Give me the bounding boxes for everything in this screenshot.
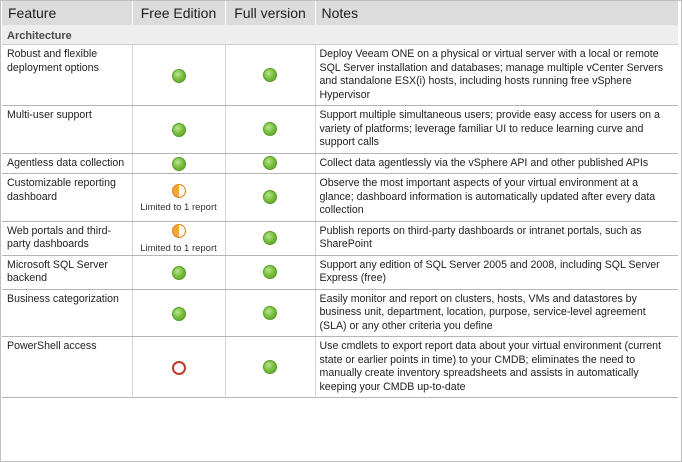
feature-name: PowerShell access	[2, 336, 132, 398]
full-support-icon	[263, 122, 277, 137]
full-support-icon	[263, 230, 277, 245]
free-edition-cell: Limited to 1 report	[131, 221, 225, 256]
feature-name: Customizable reporting dashboard	[2, 173, 132, 222]
table-row: Web portals and third-party dashboards Li…	[2, 221, 678, 256]
feature-notes: Publish reports on third-party dashboard…	[314, 221, 678, 256]
table-header: Feature Free Edition Full version Notes	[2, 1, 679, 25]
free-edition-cell	[131, 255, 225, 290]
header-notes: Notes	[315, 1, 679, 25]
free-limit-note: Limited to 1 report	[140, 242, 217, 254]
section-title: Architecture	[2, 25, 678, 45]
free-edition-cell	[131, 336, 225, 398]
feature-name: Business categorization	[2, 289, 132, 337]
feature-name: Microsoft SQL Server backend	[2, 255, 132, 290]
header-feature: Feature	[2, 1, 133, 25]
free-edition-cell	[131, 289, 225, 337]
feature-name: Agentless data collection	[2, 153, 132, 174]
full-support-icon	[171, 157, 186, 172]
table-row: Microsoft SQL Server backend Support any …	[2, 255, 678, 290]
feature-notes: Observe the most important aspects of yo…	[314, 173, 678, 222]
full-version-cell	[224, 221, 315, 256]
not-available-icon	[171, 360, 186, 375]
full-support-icon	[171, 306, 186, 321]
full-support-icon	[263, 264, 277, 279]
feature-notes: Support multiple simultaneous users; pro…	[314, 105, 678, 154]
table-row: Customizable reporting dashboard Limited …	[2, 173, 678, 222]
free-limit-note: Limited to 1 report	[140, 201, 217, 213]
header-full-version: Full version	[225, 1, 316, 25]
free-edition-cell	[131, 105, 225, 154]
table-row: Agentless data collection Collect data ag…	[2, 153, 678, 174]
full-version-cell	[224, 173, 315, 222]
full-version-cell	[224, 289, 315, 337]
table-body: Architecture Robust and flexible deploym…	[2, 25, 678, 398]
full-support-icon	[171, 68, 186, 83]
feature-notes: Collect data agentlessly via the vSphere…	[314, 153, 678, 174]
table-row: Business categorization Easily monitor an…	[2, 289, 678, 337]
full-version-cell	[224, 336, 315, 398]
partial-support-icon	[171, 224, 186, 239]
full-support-icon	[263, 305, 277, 320]
free-edition-cell: Limited to 1 report	[131, 173, 225, 222]
feature-notes: Support any edition of SQL Server 2005 a…	[314, 255, 678, 290]
header-free-edition: Free Edition	[132, 1, 226, 25]
feature-notes: Easily monitor and report on clusters, h…	[314, 289, 678, 337]
free-edition-cell	[131, 153, 225, 174]
full-support-icon	[171, 265, 186, 280]
feature-name: Robust and flexible deployment options	[2, 44, 132, 106]
feature-notes: Use cmdlets to export report data about …	[314, 336, 678, 398]
table-row: Robust and flexible deployment options De…	[2, 44, 678, 106]
table-row: Multi-user support Support multiple simul…	[2, 105, 678, 154]
feature-comparison-table: Feature Free Edition Full version Notes …	[2, 1, 679, 398]
partial-support-icon	[171, 183, 186, 198]
full-version-cell	[224, 44, 315, 106]
feature-name: Multi-user support	[2, 105, 132, 154]
full-version-cell	[224, 105, 315, 154]
full-support-icon	[263, 190, 277, 205]
full-support-icon	[171, 123, 186, 138]
table-row: PowerShell access Use cmdlets to export r…	[2, 336, 678, 398]
full-support-icon	[263, 359, 277, 374]
feature-notes: Deploy Veeam ONE on a physical or virtua…	[314, 44, 678, 106]
full-version-cell	[224, 153, 315, 174]
free-edition-cell	[131, 44, 225, 106]
full-support-icon	[263, 156, 277, 171]
full-version-cell	[224, 255, 315, 290]
full-support-icon	[263, 67, 277, 82]
feature-name: Web portals and third-party dashboards	[2, 221, 132, 256]
